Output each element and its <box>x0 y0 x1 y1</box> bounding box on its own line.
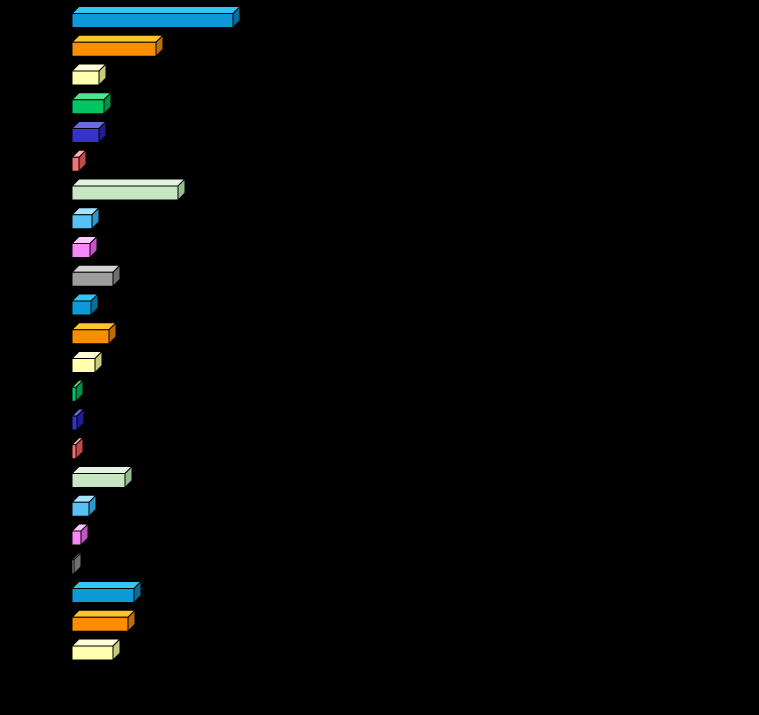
bar-front-face <box>71 13 234 28</box>
bar-front-face <box>71 300 92 316</box>
bar-row-21 <box>70 580 143 604</box>
bar-front-face <box>71 530 82 546</box>
bar-row-8 <box>70 206 101 230</box>
bar-row-11 <box>70 292 100 317</box>
bar-front-face <box>71 616 129 632</box>
bar-front-face <box>71 70 100 86</box>
bar-row-22 <box>70 609 137 633</box>
bar-row-17 <box>70 465 134 489</box>
bar-row-4 <box>70 91 113 115</box>
bar-row-1 <box>70 5 242 29</box>
bar-row-5 <box>70 120 108 144</box>
bar-row-15 <box>70 407 86 432</box>
bar-front-face <box>71 386 77 402</box>
bar-row-20 <box>70 551 83 575</box>
bar-front-face <box>71 156 80 172</box>
bar-row-3 <box>70 62 108 87</box>
bar-front-face <box>71 645 114 661</box>
bar-row-9 <box>70 235 99 259</box>
bar-top-face <box>70 581 143 589</box>
bar-row-2 <box>70 34 165 58</box>
bar-row-19 <box>70 522 90 547</box>
bar-row-13 <box>70 350 104 374</box>
bar-front-face <box>71 185 179 201</box>
bar-row-12 <box>70 321 118 345</box>
bar-front-face <box>71 358 96 373</box>
bar-top-face <box>70 466 134 474</box>
bar-top-face <box>70 178 187 187</box>
bar-front-face <box>71 588 135 603</box>
bar-row-18 <box>70 494 98 518</box>
bar-top-face <box>70 638 122 647</box>
bar-front-face <box>71 444 77 460</box>
bar-row-23 <box>70 637 122 662</box>
bar-front-face <box>71 243 91 258</box>
bar-front-face <box>71 415 78 431</box>
bar-row-16 <box>70 436 85 460</box>
bar-side-face <box>73 551 82 575</box>
bar-front-face <box>71 41 157 57</box>
bar-front-face <box>71 473 126 488</box>
bar-row-10 <box>70 264 122 288</box>
bar-top-face <box>70 609 137 618</box>
bar-front-face <box>71 501 90 517</box>
bar-row-14 <box>70 379 85 403</box>
bar-front-face <box>71 128 100 143</box>
bar-front-face <box>71 214 93 230</box>
bar-front-face <box>71 329 110 345</box>
bar-front-face <box>71 559 75 575</box>
bar-row-7 <box>70 177 187 202</box>
bar-top-face <box>70 264 122 273</box>
bar-row-6 <box>70 149 88 173</box>
bar-top-face <box>70 34 165 43</box>
bar-top-face <box>70 6 242 14</box>
bar-front-face <box>71 99 105 115</box>
bar-front-face <box>71 271 114 287</box>
